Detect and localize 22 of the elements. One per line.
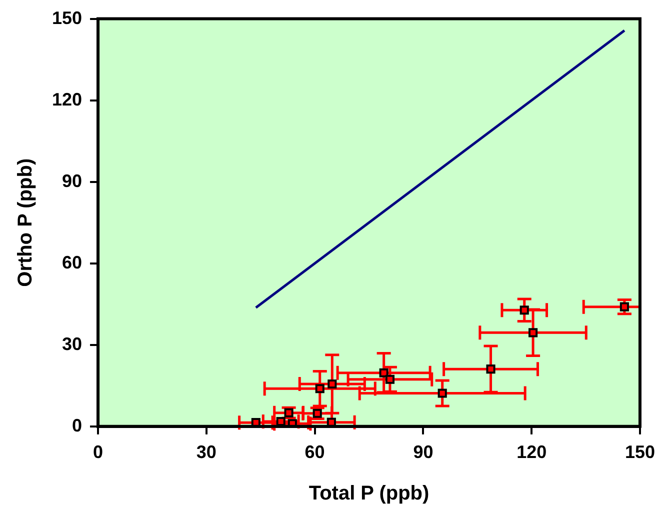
point xyxy=(520,306,529,315)
x-tick-label: 120 xyxy=(516,442,547,462)
y-tick-label: 120 xyxy=(52,89,82,110)
point xyxy=(528,328,538,338)
x-tick-label: 90 xyxy=(413,442,434,462)
x-tick-label: 60 xyxy=(304,442,325,462)
y-tick-label: 30 xyxy=(62,334,82,354)
x-tick-label: 30 xyxy=(196,442,216,462)
y-axis-title: Ortho P (ppb) xyxy=(14,158,37,287)
y-tick-label: 0 xyxy=(72,415,82,436)
point xyxy=(328,379,337,389)
point xyxy=(315,384,324,394)
point xyxy=(438,388,447,398)
x-tick-label: 0 xyxy=(93,442,104,462)
y-tick-label: 90 xyxy=(62,170,82,191)
x-axis-title: Total P (ppb) xyxy=(308,482,430,505)
point xyxy=(385,374,394,384)
y-tick-label: 60 xyxy=(62,252,82,272)
point xyxy=(379,368,388,378)
x-tick-label: 150 xyxy=(624,442,656,462)
y-tick-label: 150 xyxy=(52,8,82,28)
point xyxy=(486,364,496,374)
